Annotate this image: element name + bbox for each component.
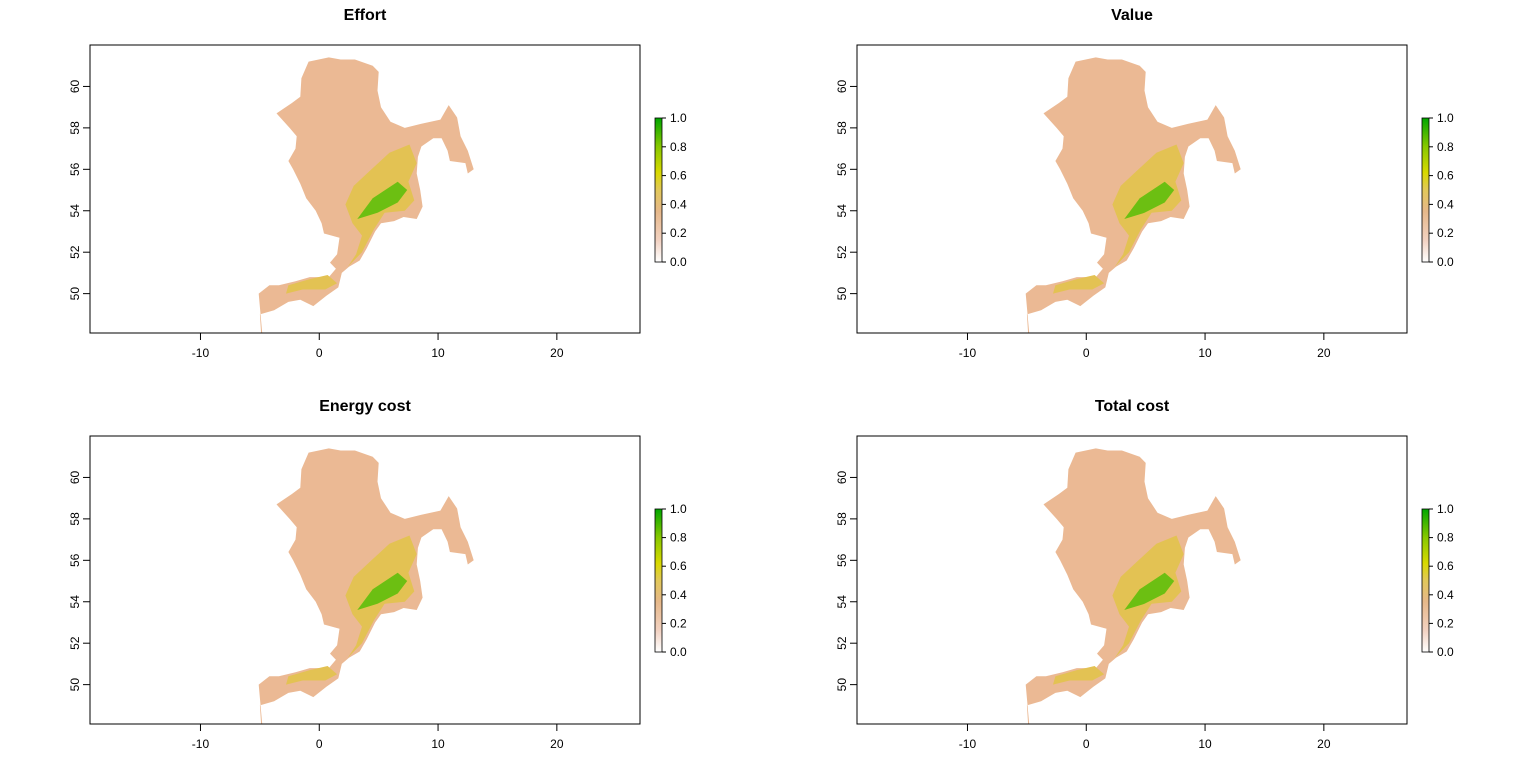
raster-high-values <box>357 181 408 219</box>
legend-tick-label: 0.8 <box>1437 531 1454 545</box>
x-tick-label: -10 <box>192 737 210 751</box>
y-tick-label: 60 <box>835 79 849 93</box>
legend-tick-label: 0.8 <box>670 140 687 154</box>
legend-tick-label: 0.0 <box>1437 645 1454 659</box>
raster-mid-values-channel <box>286 666 338 685</box>
y-tick-label: 52 <box>68 245 82 259</box>
y-tick-label: 56 <box>68 162 82 176</box>
x-tick-label: 0 <box>1083 346 1090 360</box>
panel-3: Energy cost -10 0 10 20 50 52 54 56 58 60 0.0 0.2 0.4… <box>68 398 687 751</box>
y-tick-label: 52 <box>68 636 82 650</box>
color-legend: 0.0 0.2 0.4 0.6 0.8 1.0 <box>1421 111 1454 269</box>
legend-tick-label: 0.0 <box>670 255 687 269</box>
x-tick-label: 0 <box>316 737 323 751</box>
raster-mid-values-channel <box>1053 666 1105 685</box>
y-tick-label: 50 <box>835 678 849 692</box>
x-tick-label: 10 <box>1198 737 1212 751</box>
legend-tick-label: 0.0 <box>670 645 687 659</box>
y-tick-label: 54 <box>68 204 82 218</box>
x-tick-label: 20 <box>1317 346 1331 360</box>
raster-mid-values-channel <box>286 275 338 294</box>
legend-tick-label: 0.2 <box>1437 616 1454 630</box>
legend-tick-label: 0.2 <box>670 226 687 240</box>
y-tick-label: 54 <box>68 595 82 609</box>
x-tick-label: 10 <box>1198 346 1212 360</box>
panel-1: Effort-10 0 10 205052545658600.00.20.40.60.… <box>68 7 687 360</box>
x-tick-label: 10 <box>431 346 445 360</box>
legend-tick-label: 0.6 <box>670 169 687 183</box>
y-tick-label: 54 <box>835 595 849 609</box>
legend-tick-label: 0.4 <box>1437 197 1454 211</box>
raster-layer <box>258 57 474 333</box>
panel-4: Total cost-10 0 10 205052545658600.00.20.40… <box>835 398 1454 751</box>
raster-mid-values-channel <box>1053 275 1105 294</box>
color-legend: 0.0 0.2 0.4 0.6 0.8 1.0 <box>1421 502 1454 659</box>
legend-colorbar <box>654 508 663 653</box>
x-tick-label: -10 <box>959 737 977 751</box>
legend-tick-label: 0.8 <box>670 531 687 545</box>
y-tick-label: 50 <box>68 287 82 301</box>
panel-2: Value -10 0 10 20 50 52 54 56 58 60 0.0 0.2 0.4 0.6 0.8… <box>835 7 1454 360</box>
plot-frame <box>856 435 1408 725</box>
x-tick-label: -10 <box>192 346 210 360</box>
y-tick-label: 58 <box>68 121 82 135</box>
color-legend: 0.0 0.2 0.4 0.6 0.8 1.0 <box>654 502 687 659</box>
x-tick-label: 20 <box>550 737 564 751</box>
plot-frame <box>89 44 641 334</box>
raster-high-values <box>357 572 408 610</box>
y-tick-label: 60 <box>835 470 849 484</box>
y-tick-label: 58 <box>835 121 849 135</box>
raster-high-values <box>1124 572 1175 610</box>
legend-tick-label: 0.6 <box>1437 169 1454 183</box>
y-tick-label: 56 <box>68 553 82 567</box>
chart-title: Value <box>1111 7 1153 24</box>
legend-tick-label: 0.4 <box>670 588 687 602</box>
x-tick-label: 20 <box>550 346 564 360</box>
x-tick-label: 0 <box>316 346 323 360</box>
plot-frame <box>89 435 641 725</box>
raster-high-values <box>1124 181 1175 219</box>
legend-tick-label: 0.8 <box>1437 140 1454 154</box>
chart-title: Effort <box>344 7 387 24</box>
y-tick-label: 52 <box>835 245 849 259</box>
raster-layer <box>1025 57 1241 333</box>
raster-layer <box>258 448 474 724</box>
raster-layer <box>1025 448 1241 724</box>
y-tick-label: 58 <box>68 512 82 526</box>
legend-colorbar <box>654 117 663 263</box>
legend-colorbar <box>1421 508 1430 653</box>
y-tick-label: 50 <box>68 678 82 692</box>
y-tick-label: 54 <box>835 204 849 218</box>
legend-colorbar <box>1421 117 1430 263</box>
y-tick-label: 52 <box>835 636 849 650</box>
legend-tick-label: 0.6 <box>1437 559 1454 573</box>
y-tick-label: 58 <box>835 512 849 526</box>
plot-frame <box>856 44 1408 334</box>
y-tick-label: 56 <box>835 553 849 567</box>
legend-tick-label: 0.4 <box>670 197 687 211</box>
legend-tick-label: 0.0 <box>1437 255 1454 269</box>
legend-tick-label: 0.2 <box>1437 226 1454 240</box>
legend-tick-label: 0.2 <box>670 616 687 630</box>
legend-tick-label: 0.4 <box>1437 588 1454 602</box>
chart-title: Total cost <box>1095 398 1170 415</box>
legend-tick-label: 0.6 <box>670 559 687 573</box>
legend-tick-label: 1.0 <box>670 502 687 516</box>
y-tick-label: 60 <box>68 470 82 484</box>
color-legend: 0.0 0.2 0.4 0.6 0.8 1.0 <box>654 111 687 269</box>
legend-tick-label: 1.0 <box>1437 111 1454 125</box>
chart-title: Energy cost <box>319 398 411 415</box>
x-tick-label: 10 <box>431 737 445 751</box>
legend-tick-label: 1.0 <box>670 111 687 125</box>
y-tick-label: 60 <box>68 79 82 93</box>
x-tick-label: -10 <box>959 346 977 360</box>
x-tick-label: 0 <box>1083 737 1090 751</box>
y-tick-label: 56 <box>835 162 849 176</box>
y-tick-label: 50 <box>835 287 849 301</box>
x-tick-label: 20 <box>1317 737 1331 751</box>
legend-tick-label: 1.0 <box>1437 502 1454 516</box>
